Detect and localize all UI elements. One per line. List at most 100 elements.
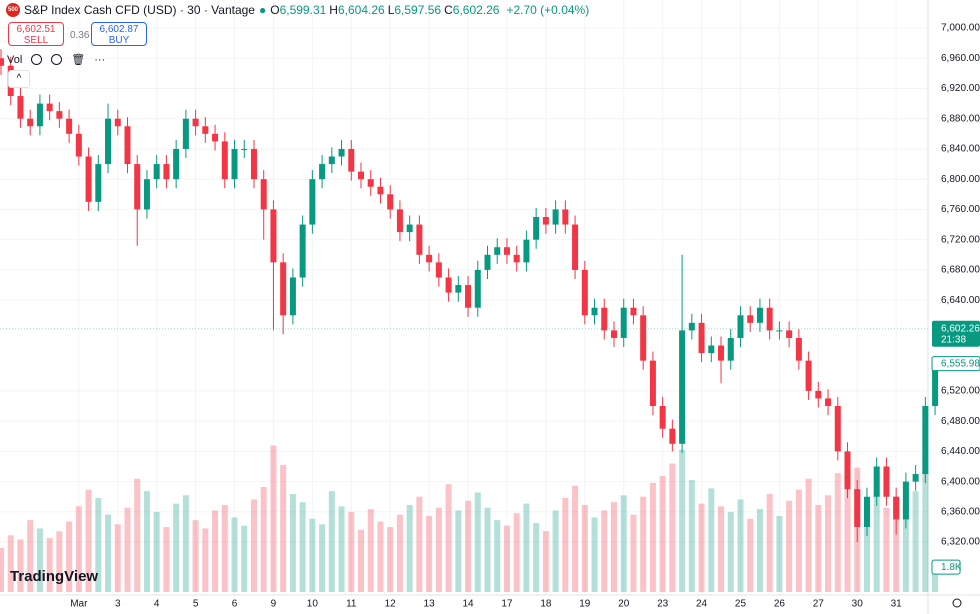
y-tick-label: 6,400.00 — [941, 476, 980, 487]
volume-bar — [786, 500, 793, 592]
candle-body — [192, 118, 199, 127]
volume-bar — [134, 478, 141, 592]
candle-body — [708, 345, 715, 354]
price-label: 6,555.98 — [941, 358, 980, 369]
volume-bar — [260, 486, 267, 592]
volume-bar — [659, 475, 666, 592]
eye-icon[interactable] — [31, 54, 43, 65]
volume-bar — [669, 463, 676, 592]
volume-bar — [630, 514, 637, 592]
settings-icon[interactable] — [51, 54, 63, 65]
candle-body — [406, 224, 413, 233]
candle-body — [66, 118, 73, 134]
candle-body — [659, 406, 666, 429]
candle-body — [474, 269, 481, 308]
candle-body — [358, 171, 365, 180]
candle-body — [562, 209, 569, 225]
volume-bar — [289, 493, 296, 592]
volume-bar — [805, 478, 812, 592]
candle-body — [854, 489, 861, 527]
buy-button[interactable]: 6,602.87 BUY — [91, 22, 147, 46]
volume-bar — [435, 507, 442, 592]
candle-body — [309, 179, 316, 225]
candle-body — [572, 224, 579, 270]
sell-button[interactable]: 6,602.51 SELL — [8, 22, 64, 46]
volume-bar — [192, 520, 199, 592]
candle-body — [932, 368, 939, 407]
ohlc-value: 6,602.26 — [452, 3, 500, 17]
volume-bar — [591, 517, 598, 592]
candle-body — [591, 307, 598, 316]
more-icon[interactable]: ··· — [94, 53, 106, 66]
volume-bar — [396, 514, 403, 592]
volume-bar — [143, 491, 150, 592]
candle-body — [863, 496, 870, 527]
x-tick-label: 6 — [232, 599, 238, 610]
candle-body — [893, 496, 900, 520]
candle-body — [338, 148, 345, 157]
volume-label: 1.8K — [941, 562, 962, 573]
ohlc-key: O — [270, 3, 280, 17]
volume-bar — [542, 531, 549, 592]
price-label-box — [932, 320, 980, 347]
candle-body — [786, 330, 793, 338]
y-tick-label: 6,960.00 — [941, 53, 980, 64]
candle-body — [105, 118, 112, 165]
candle-body — [75, 133, 82, 157]
candle-body — [747, 315, 754, 323]
volume-bar — [182, 495, 189, 592]
y-tick-label: 6,680.00 — [941, 265, 980, 276]
buy-label: BUY — [108, 35, 130, 46]
symbol-logo[interactable]: 500 — [6, 3, 20, 17]
volume-bar — [221, 504, 228, 592]
candle-body — [688, 322, 695, 331]
volume-bar — [922, 470, 929, 592]
x-tick-label: 12 — [385, 599, 397, 610]
volume-bar — [387, 527, 394, 592]
volume-bar — [601, 510, 608, 592]
indicator-name[interactable]: Vol — [7, 53, 23, 66]
volume-bar — [552, 510, 559, 592]
candle-body — [815, 390, 822, 399]
price-time: 21:38 — [941, 334, 966, 345]
volume-bar — [367, 509, 374, 592]
volume-bar — [280, 464, 287, 592]
candle-body — [280, 262, 287, 316]
candle-body — [202, 126, 209, 134]
collapse-button[interactable]: ^ — [8, 70, 30, 88]
candle-body — [231, 148, 238, 180]
volume-bar — [75, 506, 82, 592]
y-tick-label: 6,640.00 — [941, 295, 980, 306]
candle-body — [727, 337, 734, 361]
y-tick-label: 6,840.00 — [941, 144, 980, 155]
candle-body — [649, 360, 656, 407]
candle-body — [377, 186, 384, 195]
x-tick-label: 27 — [813, 599, 825, 610]
candle-body — [153, 164, 160, 180]
candle-body — [698, 322, 705, 354]
volume-bar — [153, 511, 160, 592]
volume-bar — [212, 510, 219, 592]
candle-body — [173, 148, 180, 180]
symbol-title[interactable]: S&P Index Cash CFD (USD) · 30 · Vantage — [24, 3, 255, 17]
x-tick-label: 25 — [735, 599, 747, 610]
candle-body — [533, 216, 540, 240]
candle-body — [484, 254, 491, 270]
volume-bar — [883, 507, 890, 592]
volume-bar — [328, 491, 335, 592]
volume-bar — [0, 547, 4, 592]
volume-bar — [873, 492, 880, 592]
settings-button[interactable] — [952, 598, 962, 608]
candle-body — [85, 156, 92, 202]
delete-icon[interactable]: 🗑 — [71, 54, 86, 66]
candle-body — [737, 315, 744, 338]
volume-bar — [747, 518, 754, 592]
volume-bar — [36, 528, 43, 592]
candle-body — [387, 194, 394, 210]
candle-body — [581, 269, 588, 316]
price-label: 6,602.26 — [941, 323, 980, 334]
x-tick-label: 9 — [271, 599, 277, 610]
candle-body — [289, 277, 296, 316]
